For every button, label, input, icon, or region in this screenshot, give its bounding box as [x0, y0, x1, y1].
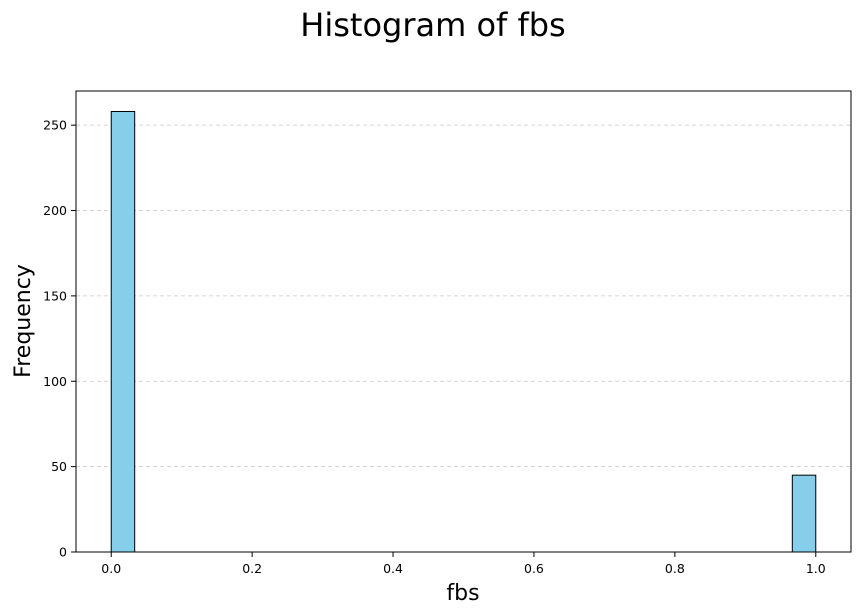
x-tick-label: 0.8	[665, 561, 685, 576]
x-tick-label: 0.0	[101, 561, 121, 576]
y-tick-label: 100	[43, 374, 67, 389]
histogram-bar	[110, 110, 136, 553]
bars	[110, 110, 817, 553]
histogram-bar	[791, 474, 817, 553]
grid-lines	[76, 124, 851, 468]
y-axis-label: Frequency	[11, 264, 36, 378]
y-tick-label: 250	[43, 118, 67, 133]
y-tick-label: 200	[43, 203, 67, 218]
y-tick-label: 150	[43, 288, 67, 303]
x-tick-label: 0.2	[242, 561, 262, 576]
x-tick-label: 1.0	[806, 561, 826, 576]
x-tick-label: 0.4	[383, 561, 403, 576]
plot-area-frame	[75, 90, 852, 553]
x-tick-label: 0.6	[524, 561, 544, 576]
x-axis-label: fbs	[446, 581, 479, 606]
y-tick-label: 0	[59, 545, 67, 560]
x-axis-ticks: 0.0 0.2 0.4 0.6 0.8 1.0	[101, 552, 826, 576]
chart-title: Histogram of fbs	[300, 6, 565, 44]
y-tick-label: 50	[51, 459, 67, 474]
y-axis-ticks: 0 50 100 150 200 250	[43, 118, 76, 560]
